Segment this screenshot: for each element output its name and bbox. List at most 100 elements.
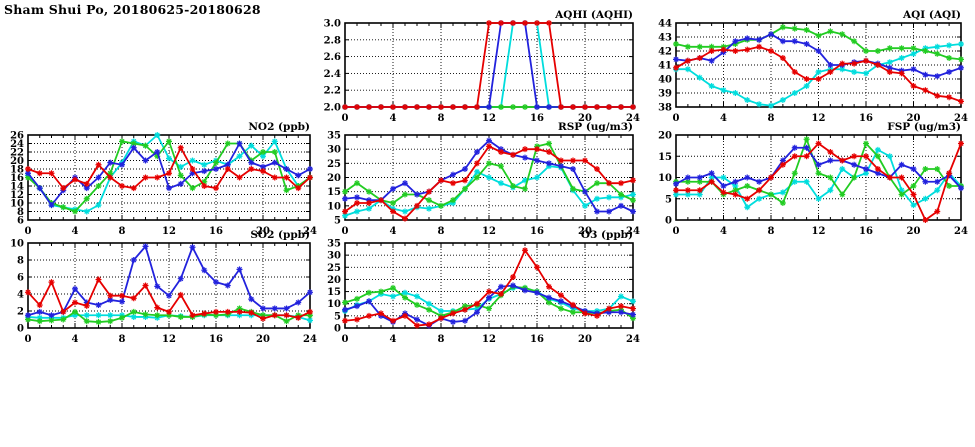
chart-rsp: 5 10 15 20 25 30 35 0 4 8 12 16 20 24 RSP (ug/m3) (319, 119, 647, 240)
y-tick-label: 20 (327, 275, 341, 286)
x-tick-label: 12 (162, 334, 176, 345)
series-red-markers (673, 43, 964, 105)
chart-aqhi: 2.0 2.2 2.4 2.6 2.8 3.0 0 4 8 12 16 20 24 AQHI (AQHI) (319, 7, 647, 127)
y-tick-label: 0 (334, 324, 341, 335)
x-tick-label: 24 (626, 334, 640, 345)
series-red-markers (673, 140, 964, 223)
y-tick-label: 2.4 (324, 69, 341, 80)
chart-canvas-aqhi: 2.0 2.2 2.4 2.6 2.8 3.0 0 4 8 12 16 20 24 AQHI (AQHI) (324, 9, 640, 124)
x-tick-label: 8 (438, 334, 445, 345)
y-tick-label: 41 (658, 61, 672, 72)
x-tick-label: 4 (390, 113, 397, 124)
x-tick-label: 0 (342, 113, 349, 124)
x-tick-label: 8 (438, 226, 445, 237)
chart-aqi: 38 39 40 41 42 43 44 0 4 8 12 16 20 24 AQI (AQI) (650, 7, 975, 127)
x-tick-label: 0 (25, 334, 32, 345)
x-tick-label: 8 (768, 226, 775, 237)
y-tick-label: 10 (327, 299, 341, 310)
x-tick-label: 0 (342, 226, 349, 237)
series-red-markers (25, 276, 313, 322)
y-tick-label: 26 (10, 131, 24, 142)
x-tick-label: 20 (907, 226, 921, 237)
y-tick-label: 40 (658, 75, 672, 86)
y-tick-label: 8 (17, 207, 24, 218)
series-red-markers (342, 143, 636, 222)
y-tick-label: 20 (327, 173, 341, 184)
y-tick-label: 15 (327, 187, 341, 198)
x-tick-label: 12 (162, 226, 176, 237)
plot-border (344, 242, 634, 329)
x-tick-label: 20 (578, 113, 592, 124)
x-tick-label: 4 (720, 113, 727, 124)
x-tick-label: 16 (530, 226, 544, 237)
y-tick-label: 8 (17, 256, 24, 267)
y-tick-label: 18 (10, 165, 24, 176)
x-tick-label: 8 (768, 113, 775, 124)
y-tick-label: 2.8 (324, 35, 341, 46)
x-tick-label: 16 (859, 113, 873, 124)
chart-canvas-fsp: 0 5 10 15 20 0 4 8 12 16 20 24 FSP (ug/m3) (658, 121, 968, 237)
y-tick-label: 2.6 (324, 52, 341, 63)
x-tick-label: 24 (954, 113, 968, 124)
y-tick-label: 5 (665, 194, 672, 205)
x-tick-label: 20 (578, 226, 592, 237)
x-tick-label: 12 (812, 113, 826, 124)
x-tick-label: 24 (954, 226, 968, 237)
chart-fsp: 0 5 10 15 20 0 4 8 12 16 20 24 FSP (ug/m3) (650, 119, 975, 240)
series-blue-markers (673, 144, 964, 192)
y-tick-label: 25 (327, 159, 341, 170)
y-tick-label: 20 (10, 156, 24, 167)
y-tick-label: 24 (10, 139, 24, 150)
x-tick-label: 4 (72, 226, 79, 237)
y-tick-label: 10 (10, 199, 24, 210)
series-red-markers (25, 144, 313, 192)
chart-title: AQHI (AQHI) (554, 9, 633, 21)
x-tick-label: 0 (673, 226, 680, 237)
x-tick-label: 16 (209, 334, 223, 345)
y-tick-label: 43 (658, 33, 672, 44)
x-tick-label: 12 (482, 226, 496, 237)
y-tick-label: 22 (10, 148, 24, 159)
y-tick-label: 16 (10, 173, 24, 184)
y-tick-label: 6 (17, 216, 24, 227)
y-tick-label: 42 (658, 47, 672, 58)
chart-title: AQI (AQI) (902, 9, 961, 21)
y-tick-label: 14 (10, 182, 24, 193)
x-tick-label: 12 (812, 226, 826, 237)
x-tick-label: 0 (25, 226, 32, 237)
y-tick-label: 39 (658, 89, 672, 100)
x-tick-label: 24 (626, 113, 640, 124)
y-tick-label: 6 (17, 273, 24, 284)
x-tick-label: 4 (390, 334, 397, 345)
x-tick-label: 24 (303, 334, 317, 345)
y-tick-label: 5 (334, 216, 341, 227)
y-tick-label: 15 (327, 287, 341, 298)
y-tick-label: 2.0 (324, 103, 341, 114)
x-tick-label: 20 (256, 334, 270, 345)
x-tick-label: 16 (530, 334, 544, 345)
y-tick-label: 4 (17, 290, 24, 301)
y-tick-label: 38 (658, 103, 672, 114)
chart-title: NO2 (ppb) (248, 121, 310, 133)
x-tick-label: 20 (256, 226, 270, 237)
plot-border (27, 242, 311, 329)
x-tick-label: 4 (720, 226, 727, 237)
y-tick-label: 3.0 (324, 19, 341, 30)
series-cyan-line (344, 165, 634, 217)
chart-title: SO2 (ppb) (250, 229, 310, 241)
y-tick-label: 10 (327, 201, 341, 212)
x-tick-label: 20 (578, 334, 592, 345)
y-tick-label: 5 (334, 311, 341, 322)
y-tick-label: 25 (327, 263, 341, 274)
x-tick-label: 12 (482, 113, 496, 124)
x-tick-label: 8 (438, 113, 445, 124)
x-tick-label: 16 (530, 113, 544, 124)
y-tick-label: 0 (17, 324, 24, 335)
series-red-markers (342, 20, 636, 110)
chart-canvas-aqi: 38 39 40 41 42 43 44 0 4 8 12 16 20 24 AQI (AQI) (658, 9, 968, 124)
x-tick-label: 24 (626, 226, 640, 237)
y-tick-label: 44 (658, 19, 672, 30)
